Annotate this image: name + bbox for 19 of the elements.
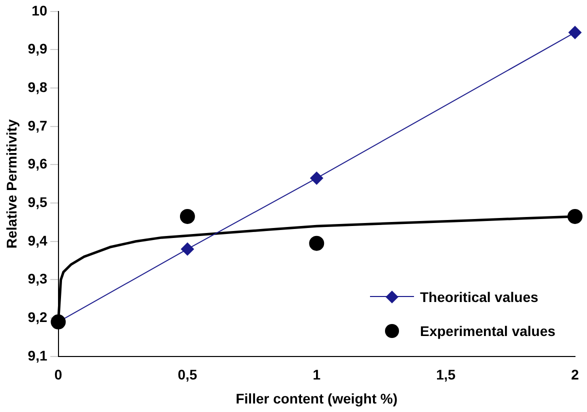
x-tick-label: 2 xyxy=(571,366,580,383)
y-tick-label: 9,8 xyxy=(28,78,48,95)
x-tick-label: 1 xyxy=(312,366,321,383)
y-tick-label: 9,4 xyxy=(28,232,48,248)
legend-label: Theoritical values xyxy=(420,289,538,306)
x-tick-label: 0 xyxy=(54,366,62,383)
y-tick-label: 9,3 xyxy=(28,270,48,287)
y-tick-label: 9,6 xyxy=(28,156,48,172)
x-axis-title: Filler content (weight %) xyxy=(236,390,398,406)
y-axis-title: Relative Permitivity xyxy=(3,119,20,248)
x-tick-label: 1,5 xyxy=(436,366,456,383)
y-tick-label: 9,2 xyxy=(28,308,48,325)
y-tick-label: 9,5 xyxy=(28,194,48,210)
x-tick-label: 0,5 xyxy=(178,366,198,383)
y-tick-label: 9,7 xyxy=(28,117,48,134)
legend-label: Experimental values xyxy=(420,323,556,340)
y-tick-label: 9,9 xyxy=(28,40,48,57)
y-tick-label: 9,1 xyxy=(28,347,48,364)
y-tick-label: 10 xyxy=(32,2,48,18)
